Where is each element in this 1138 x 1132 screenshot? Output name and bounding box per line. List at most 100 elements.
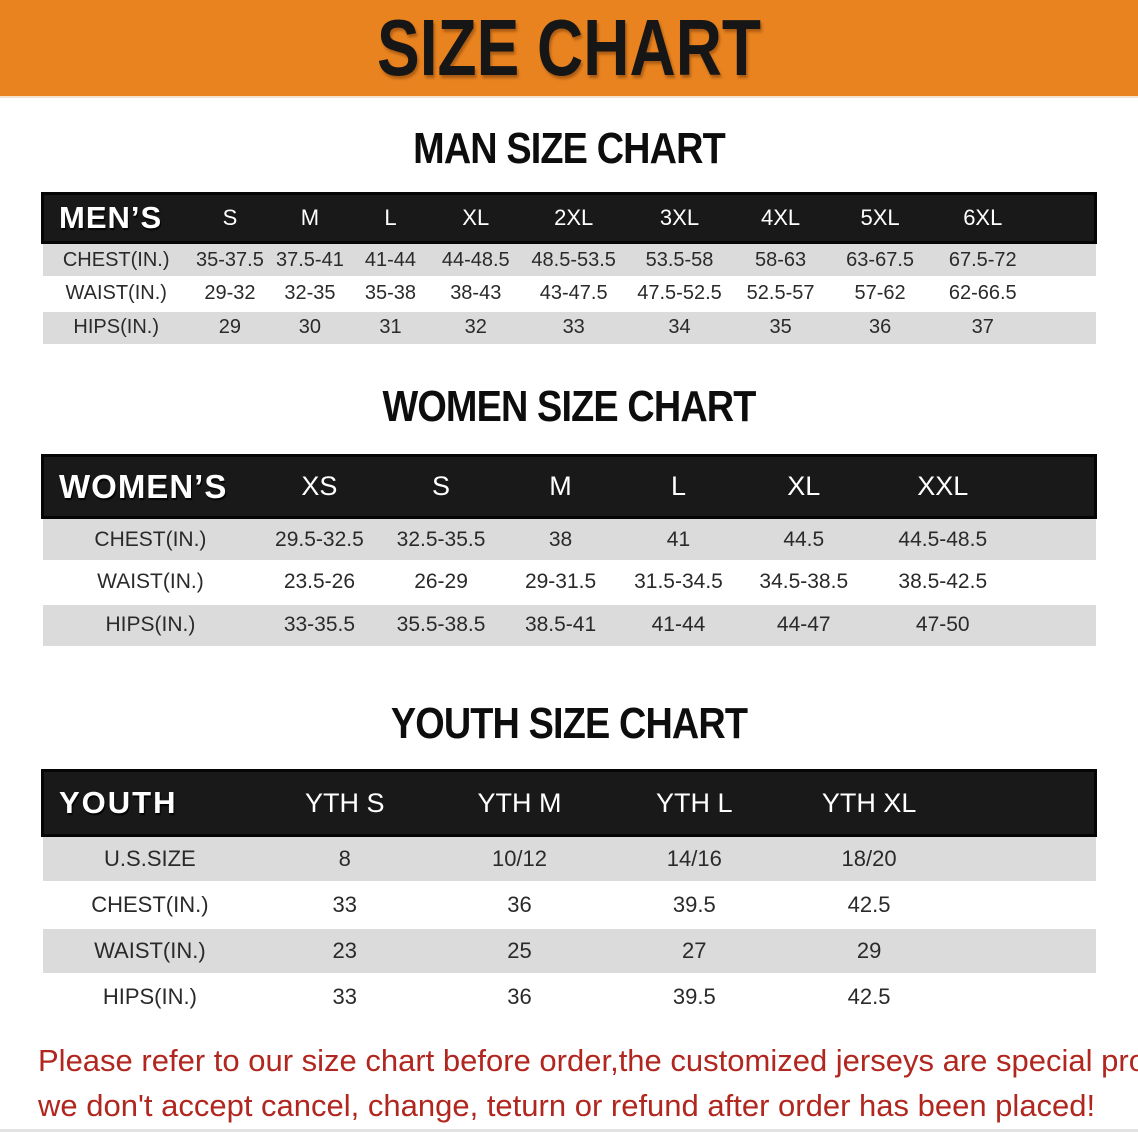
cell: 29-32 [189, 276, 270, 311]
cell: 43-47.5 [520, 276, 627, 311]
row-label: WAIST(IN.) [42, 276, 190, 311]
women-section-heading: WOMEN SIZE CHART [382, 381, 756, 431]
men-column-header: 2XL [520, 192, 627, 245]
cell: 36 [829, 309, 932, 346]
spacer-cell [1015, 602, 1096, 648]
table-row: HIPS(IN.) 29 30 31 32 33 34 35 36 37 [42, 309, 1096, 346]
banner-title: SIZE CHART [377, 3, 761, 92]
disclaimer-note: Please refer to our size chart before or… [38, 1039, 1138, 1129]
youth-table-title: YOUTH [41, 769, 258, 838]
women-column-header: XXL [870, 454, 1016, 520]
spacer-cell [956, 881, 1096, 928]
men-column-header: XL [431, 192, 521, 245]
women-column-header: M [501, 454, 620, 520]
men-table-title: MEN’S [40, 192, 190, 245]
women-column-header: XS [258, 454, 381, 520]
women-table-title: WOMEN’S [41, 454, 259, 520]
cell: 48.5-53.5 [520, 241, 627, 278]
cell: 52.5-57 [732, 276, 830, 311]
cell: 58-63 [732, 241, 830, 278]
cell: 8 [257, 834, 433, 883]
youth-section-heading: YOUTH SIZE CHART [390, 698, 748, 748]
cell: 34 [626, 309, 733, 346]
cell: 44-47 [737, 602, 871, 648]
row-label: WAIST(IN.) [42, 926, 258, 975]
cell: 36 [432, 881, 607, 928]
cell: 39.5 [606, 881, 782, 928]
cell: 26-29 [380, 560, 502, 604]
cell: 41 [619, 516, 738, 562]
cell: 67.5-72 [931, 241, 1035, 278]
cell: 25 [432, 926, 607, 975]
row-label: CHEST(IN.) [42, 241, 190, 278]
cell: 37.5-41 [269, 241, 350, 278]
women-size-table: WOMEN’S XS S M L XL XXL CHEST(IN.) 29.5-… [41, 454, 1098, 648]
cell: 27 [606, 926, 782, 975]
spacer-cell [1015, 560, 1096, 604]
disclaimer-line-2: we don't accept cancel, change, teturn o… [38, 1087, 1096, 1123]
cell: 42.5 [781, 973, 957, 1020]
men-section-heading: MAN SIZE CHART [413, 124, 726, 173]
cell: 35.5-38.5 [380, 602, 502, 648]
men-column-header: M [269, 192, 350, 245]
cell: 44.5-48.5 [870, 516, 1016, 562]
cell: 39.5 [606, 973, 782, 1020]
men-column-header: S [189, 192, 270, 245]
spacer-cell [1015, 454, 1098, 520]
cell: 63-67.5 [829, 241, 932, 278]
spacer-cell [1034, 241, 1096, 278]
cell: 10/12 [432, 834, 607, 883]
youth-size-table: YOUTH YTH S YTH M YTH L YTH XL U.S.SIZE … [41, 769, 1098, 1020]
spacer-cell [1015, 516, 1096, 562]
youth-column-header: YTH M [432, 769, 607, 838]
cell: 35 [732, 309, 830, 346]
row-label: HIPS(IN.) [42, 973, 258, 1020]
cell: 41-44 [619, 602, 738, 648]
men-table-header-row: MEN’S S M L XL 2XL 3XL 4XL 5XL 6XL [40, 192, 1098, 245]
cell: 32-35 [269, 276, 350, 311]
disclaimer-line-1: Please refer to our size chart before or… [38, 1042, 1138, 1078]
cell: 33 [520, 309, 627, 346]
spacer-cell [956, 973, 1096, 1020]
cell: 35-37.5 [189, 241, 270, 278]
cell: 31 [349, 309, 432, 346]
cell: 34.5-38.5 [737, 560, 871, 604]
table-row: CHEST(IN.) 35-37.5 37.5-41 41-44 44-48.5… [42, 241, 1096, 278]
cell: 29.5-32.5 [258, 516, 381, 562]
cell: 38 [501, 516, 620, 562]
table-row: WAIST(IN.) 29-32 32-35 35-38 38-43 43-47… [42, 276, 1096, 311]
women-column-header: S [380, 454, 502, 520]
table-row: WAIST(IN.) 23 25 27 29 [42, 926, 1096, 975]
cell: 29 [781, 926, 957, 975]
women-table-header-row: WOMEN’S XS S M L XL XXL [41, 454, 1098, 520]
men-column-header: 4XL [732, 192, 830, 245]
cell: 33-35.5 [258, 602, 381, 648]
cell: 33 [257, 881, 433, 928]
cell: 30 [269, 309, 350, 346]
cell: 32.5-35.5 [380, 516, 502, 562]
row-label: HIPS(IN.) [42, 309, 190, 346]
cell: 38-43 [431, 276, 521, 311]
spacer-cell [1034, 309, 1096, 346]
cell: 23 [257, 926, 433, 975]
table-row: HIPS(IN.) 33-35.5 35.5-38.5 38.5-41 41-4… [42, 602, 1096, 648]
table-row: WAIST(IN.) 23.5-26 26-29 29-31.5 31.5-34… [42, 560, 1096, 604]
spacer-cell [1034, 276, 1096, 311]
table-row: HIPS(IN.) 33 36 39.5 42.5 [42, 973, 1096, 1020]
youth-column-header: YTH S [257, 769, 433, 838]
youth-section: YOUTH SIZE CHART YOUTH YTH S YTH M YTH L… [0, 648, 1138, 1020]
cell: 36 [432, 973, 607, 1020]
women-column-header: L [619, 454, 738, 520]
spacer-cell [956, 769, 1098, 838]
table-row: CHEST(IN.) 33 36 39.5 42.5 [42, 881, 1096, 928]
cell: 62-66.5 [931, 276, 1035, 311]
cell: 37 [931, 309, 1035, 346]
youth-table-header-row: YOUTH YTH S YTH M YTH L YTH XL [41, 769, 1098, 838]
cell: 31.5-34.5 [619, 560, 738, 604]
cell: 41-44 [349, 241, 432, 278]
cell: 44.5 [737, 516, 871, 562]
women-column-header: XL [737, 454, 871, 520]
cell: 47-50 [870, 602, 1016, 648]
spacer-cell [956, 834, 1096, 883]
cell: 38.5-42.5 [870, 560, 1016, 604]
